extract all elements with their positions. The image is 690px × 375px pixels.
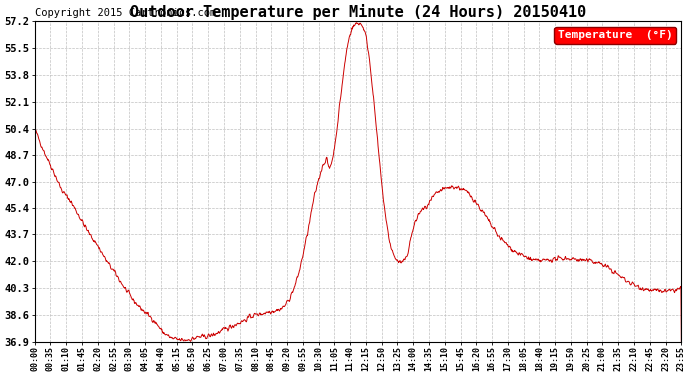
Legend: Temperature  (°F): Temperature (°F) [554, 27, 676, 44]
Title: Outdoor Temperature per Minute (24 Hours) 20150410: Outdoor Temperature per Minute (24 Hours… [130, 4, 586, 20]
Text: Copyright 2015 Cartronics.com: Copyright 2015 Cartronics.com [34, 8, 216, 18]
